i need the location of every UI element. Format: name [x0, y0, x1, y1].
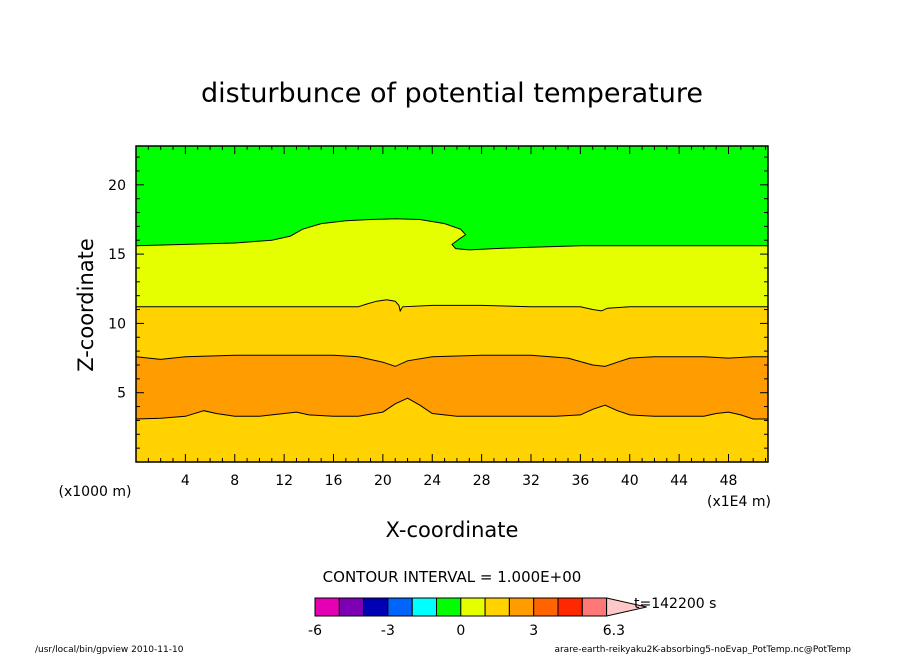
- colorbar-swatch: [557, 597, 583, 617]
- plot-frame: [135, 145, 769, 463]
- contour-line: [135, 218, 768, 251]
- x-tick-label: 48: [720, 473, 738, 489]
- x-tick-label: 20: [374, 473, 392, 489]
- contour-line: [136, 299, 768, 313]
- x-tick-label: 8: [230, 473, 239, 489]
- colorbar-swatch: [338, 597, 365, 617]
- colorbar-swatch: [581, 597, 608, 617]
- x-tick-label: 4: [181, 473, 190, 489]
- colorbar-swatch: [363, 597, 389, 617]
- colorbar-label: 6.3: [603, 623, 625, 639]
- y-tick-label: 20: [108, 178, 126, 194]
- x-tick-label: 40: [621, 473, 639, 489]
- colorbar-swatch: [533, 597, 559, 617]
- contour-band: [136, 355, 768, 419]
- x-tick-label: 32: [522, 473, 540, 489]
- colorbar-swatch: [411, 597, 438, 617]
- contour-line: [135, 397, 768, 420]
- contour-band: [136, 146, 768, 250]
- y-tick-label: 15: [108, 247, 126, 263]
- x-tick-label: 24: [423, 473, 441, 489]
- y-tick-label: 5: [117, 386, 126, 402]
- footer-left: /usr/local/bin/gpview 2010-11-10: [35, 645, 184, 654]
- x-tick-label: 16: [325, 473, 343, 489]
- colorbar-swatch: [484, 597, 510, 617]
- colorbar-swatch: [436, 597, 462, 617]
- colorbar-arrow: [606, 597, 647, 617]
- y-tick-label: 10: [108, 316, 126, 332]
- colorbar-swatch: [314, 597, 340, 617]
- colorbar-swatch: [460, 597, 486, 617]
- contour-interval-label: CONTOUR INTERVAL = 1.000E+00: [323, 568, 582, 586]
- x-tick-label: 28: [473, 473, 491, 489]
- plot-area: [135, 146, 768, 462]
- colorbar-label: -3: [381, 623, 395, 639]
- x-unit-label: (x1E4 m): [707, 494, 771, 510]
- colorbar-label: 0: [456, 623, 465, 639]
- chart-title: disturbunce of potential temperature: [201, 78, 703, 109]
- colorbar: -6 -3 0 3 6.3: [308, 597, 647, 639]
- contour-band: [136, 398, 768, 462]
- contour-line: [135, 354, 768, 367]
- colorbar-label: -6: [308, 623, 322, 639]
- footer-right: arare-earth-reikyaku2K-absorbing5-noEvap…: [554, 645, 851, 654]
- colorbar-label: 3: [529, 623, 538, 639]
- colorbar-swatch: [387, 597, 413, 617]
- contour-band: [136, 299, 768, 367]
- x-tick-label: 44: [670, 473, 688, 489]
- y-axis-label: Z-coordinate: [74, 238, 98, 372]
- contour-band: [136, 218, 768, 311]
- x-axis-label: X-coordinate: [386, 518, 519, 542]
- time-label: t=142200 s: [634, 596, 716, 612]
- colorbar-swatch: [508, 597, 535, 617]
- y-unit-label: (x1000 m): [59, 484, 132, 500]
- x-tick-label: 36: [571, 473, 589, 489]
- x-tick-label: 12: [275, 473, 293, 489]
